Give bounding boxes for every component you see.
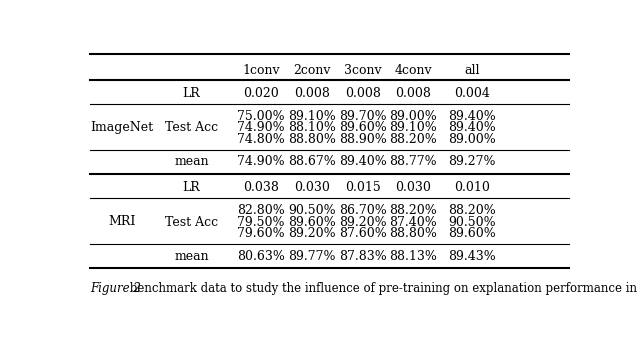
Text: 0.030: 0.030: [396, 181, 431, 194]
Text: 90.50%: 90.50%: [448, 216, 495, 229]
Text: benchmark data to study the influence of pre-training on explanation performance: benchmark data to study the influence of…: [125, 282, 640, 295]
Text: 0.038: 0.038: [243, 181, 279, 194]
Text: 75.00%: 75.00%: [237, 110, 285, 122]
Text: 88.67%: 88.67%: [288, 155, 336, 168]
Text: mean: mean: [174, 250, 209, 263]
Text: 89.40%: 89.40%: [448, 121, 496, 134]
Text: 90.50%: 90.50%: [288, 204, 336, 217]
Text: 3conv: 3conv: [344, 64, 381, 77]
Text: 87.40%: 87.40%: [389, 216, 437, 229]
Text: 89.27%: 89.27%: [448, 155, 495, 168]
Text: 0.008: 0.008: [294, 87, 330, 100]
Text: 87.60%: 87.60%: [339, 227, 387, 240]
Text: 1conv: 1conv: [242, 64, 280, 77]
Text: 88.20%: 88.20%: [448, 204, 496, 217]
Text: all: all: [464, 64, 479, 77]
Text: 89.00%: 89.00%: [389, 110, 437, 122]
Text: mean: mean: [174, 155, 209, 168]
Text: 89.10%: 89.10%: [288, 110, 336, 122]
Text: 88.80%: 88.80%: [389, 227, 437, 240]
Text: 0.010: 0.010: [454, 181, 490, 194]
Text: 88.13%: 88.13%: [389, 250, 437, 263]
Text: 89.60%: 89.60%: [339, 121, 387, 134]
Text: 89.20%: 89.20%: [288, 227, 336, 240]
Text: 4conv: 4conv: [394, 64, 432, 77]
Text: ImageNet: ImageNet: [91, 121, 154, 134]
Text: 80.63%: 80.63%: [237, 250, 285, 263]
Text: 88.20%: 88.20%: [389, 204, 437, 217]
Text: 88.90%: 88.90%: [339, 133, 387, 146]
Text: 88.10%: 88.10%: [288, 121, 336, 134]
Text: 89.60%: 89.60%: [288, 216, 336, 229]
Text: 0.008: 0.008: [345, 87, 381, 100]
Text: 89.43%: 89.43%: [448, 250, 496, 263]
Text: 74.90%: 74.90%: [237, 155, 285, 168]
Text: Test Acc: Test Acc: [165, 121, 218, 134]
Text: 89.70%: 89.70%: [339, 110, 387, 122]
Text: 74.90%: 74.90%: [237, 121, 285, 134]
Text: 0.015: 0.015: [345, 181, 381, 194]
Text: 82.80%: 82.80%: [237, 204, 285, 217]
Text: Figure 2: Figure 2: [90, 282, 141, 295]
Text: 89.40%: 89.40%: [448, 110, 496, 122]
Text: 74.80%: 74.80%: [237, 133, 285, 146]
Text: 0.008: 0.008: [396, 87, 431, 100]
Text: 88.80%: 88.80%: [288, 133, 336, 146]
Text: 89.00%: 89.00%: [448, 133, 496, 146]
Text: 2conv: 2conv: [293, 64, 331, 77]
Text: LR: LR: [183, 87, 200, 100]
Text: 86.70%: 86.70%: [339, 204, 387, 217]
Text: 0.004: 0.004: [454, 87, 490, 100]
Text: 87.83%: 87.83%: [339, 250, 387, 263]
Text: LR: LR: [183, 181, 200, 194]
Text: 88.77%: 88.77%: [390, 155, 437, 168]
Text: MRI: MRI: [108, 215, 136, 229]
Text: 89.77%: 89.77%: [289, 250, 336, 263]
Text: 79.60%: 79.60%: [237, 227, 285, 240]
Text: 0.020: 0.020: [243, 87, 279, 100]
Text: 79.50%: 79.50%: [237, 216, 285, 229]
Text: 89.40%: 89.40%: [339, 155, 387, 168]
Text: 0.030: 0.030: [294, 181, 330, 194]
Text: 89.60%: 89.60%: [448, 227, 496, 240]
Text: 88.20%: 88.20%: [389, 133, 437, 146]
Text: Test Acc: Test Acc: [165, 216, 218, 229]
Text: 89.10%: 89.10%: [389, 121, 437, 134]
Text: 89.20%: 89.20%: [339, 216, 387, 229]
